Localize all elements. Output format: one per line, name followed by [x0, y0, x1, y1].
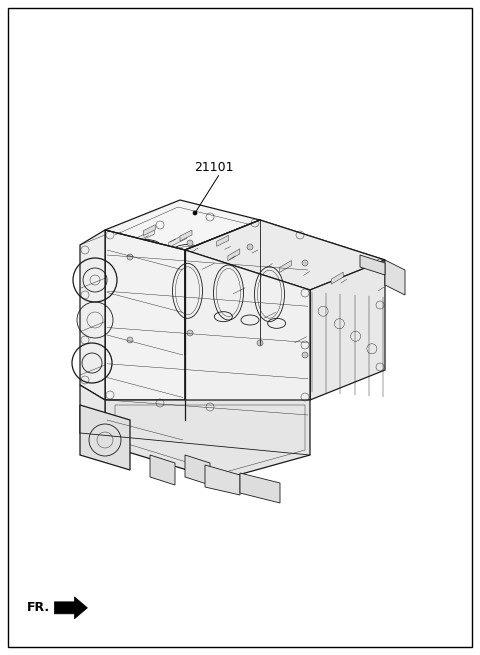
Circle shape: [302, 260, 308, 266]
Circle shape: [187, 240, 193, 246]
Polygon shape: [279, 261, 291, 272]
Polygon shape: [136, 229, 154, 243]
Polygon shape: [264, 257, 282, 272]
Circle shape: [127, 337, 133, 343]
Polygon shape: [216, 235, 228, 246]
Text: FR.: FR.: [26, 601, 49, 614]
Polygon shape: [307, 265, 325, 280]
Polygon shape: [240, 473, 280, 503]
Polygon shape: [234, 242, 252, 256]
Circle shape: [193, 211, 197, 215]
Circle shape: [187, 330, 193, 336]
Polygon shape: [228, 249, 240, 261]
Text: 21101: 21101: [194, 160, 233, 174]
Polygon shape: [80, 230, 105, 400]
Polygon shape: [205, 465, 240, 495]
Circle shape: [302, 352, 308, 358]
Polygon shape: [201, 238, 219, 252]
Polygon shape: [360, 255, 385, 275]
Polygon shape: [185, 250, 310, 420]
Polygon shape: [331, 272, 343, 284]
Polygon shape: [105, 200, 260, 250]
Polygon shape: [54, 597, 87, 619]
Polygon shape: [351, 274, 369, 290]
Polygon shape: [385, 260, 405, 295]
Circle shape: [247, 244, 253, 250]
Polygon shape: [169, 233, 187, 248]
Polygon shape: [220, 248, 238, 263]
Polygon shape: [105, 400, 310, 480]
Polygon shape: [150, 455, 175, 485]
Polygon shape: [144, 225, 156, 236]
Polygon shape: [185, 455, 210, 485]
Circle shape: [127, 254, 133, 260]
Polygon shape: [105, 230, 185, 420]
Polygon shape: [185, 220, 385, 290]
Polygon shape: [80, 385, 105, 445]
Polygon shape: [80, 405, 130, 470]
Polygon shape: [310, 260, 385, 400]
Polygon shape: [185, 220, 385, 355]
Polygon shape: [180, 230, 192, 241]
Circle shape: [257, 340, 263, 346]
